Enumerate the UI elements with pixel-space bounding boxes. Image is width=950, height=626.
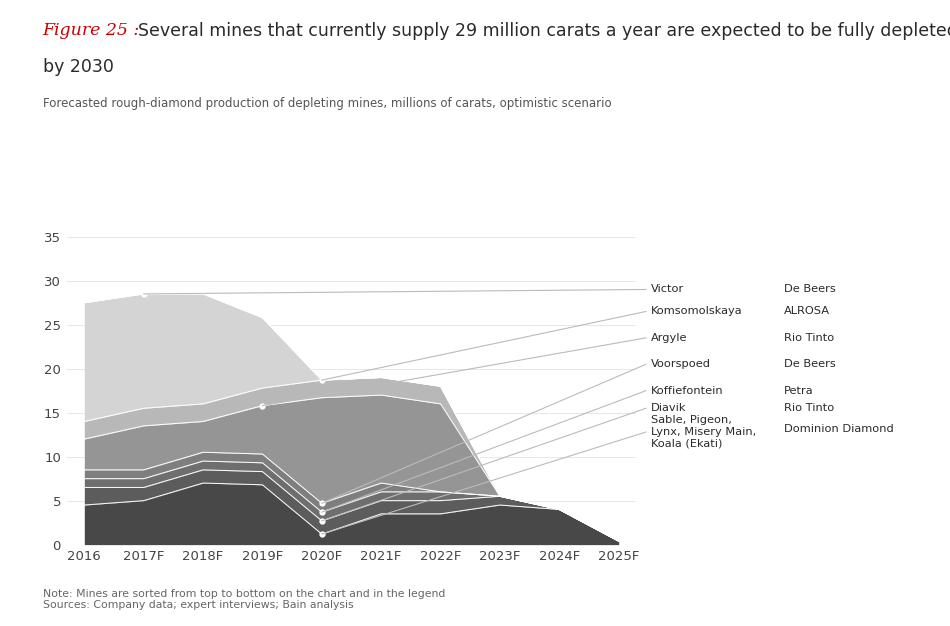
Text: ALROSA: ALROSA <box>784 307 829 317</box>
Text: De Beers: De Beers <box>784 284 835 294</box>
Text: Figure 25 :: Figure 25 : <box>43 22 140 39</box>
Text: Note: Mines are sorted from top to bottom on the chart and in the legend
Sources: Note: Mines are sorted from top to botto… <box>43 588 446 610</box>
Text: by 2030: by 2030 <box>43 58 114 76</box>
Text: Argyle: Argyle <box>651 333 687 343</box>
Text: Several mines that currently supply 29 million carats a year are expected to be : Several mines that currently supply 29 m… <box>138 22 950 40</box>
Text: Sable, Pigeon,
Lynx, Misery Main,
Koala (Ekati): Sable, Pigeon, Lynx, Misery Main, Koala … <box>651 416 756 449</box>
Text: De Beers: De Beers <box>784 359 835 369</box>
Text: Victor: Victor <box>651 284 684 294</box>
Text: Petra: Petra <box>784 386 813 396</box>
Text: Rio Tinto: Rio Tinto <box>784 333 834 343</box>
Text: Dominion Diamond: Dominion Diamond <box>784 424 894 434</box>
Text: Voorspoed: Voorspoed <box>651 359 711 369</box>
Text: Koffiefontein: Koffiefontein <box>651 386 723 396</box>
Text: Rio Tinto: Rio Tinto <box>784 403 834 413</box>
Text: Diavik: Diavik <box>651 403 686 413</box>
Text: Forecasted rough-diamond production of depleting mines, millions of carats, opti: Forecasted rough-diamond production of d… <box>43 97 612 110</box>
Text: Komsomolskaya: Komsomolskaya <box>651 307 742 317</box>
